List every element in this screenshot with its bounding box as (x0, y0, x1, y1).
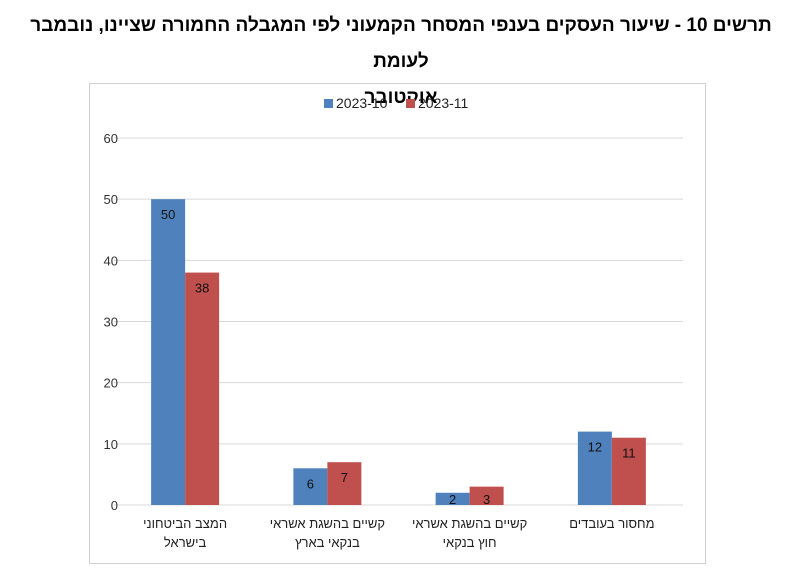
bar (435, 492, 470, 505)
y-tick-label: 20 (104, 376, 118, 391)
x-tick-label: מחסור בעובדים (569, 516, 654, 531)
y-tick-label: 0 (111, 498, 118, 513)
legend-label: 2023-10 (336, 95, 388, 111)
data-label: 11 (622, 446, 636, 461)
bar (611, 437, 646, 505)
data-label: 2 (449, 492, 456, 507)
x-tick-label: חוץ בנקאי (443, 535, 497, 550)
bar (151, 199, 186, 505)
chart-frame (89, 83, 706, 564)
y-tick-label: 10 (104, 437, 118, 452)
x-tick-label: בישראל (164, 535, 207, 550)
legend-swatch (324, 99, 333, 108)
y-tick-label: 40 (104, 253, 118, 268)
x-tick-label: קשיים בהשגת אשראי (412, 516, 527, 531)
y-tick-label: 60 (104, 131, 118, 146)
chart-title: תרשים 10 - שיעור העסקים בענפי המסחר הקמע… (0, 8, 802, 116)
chart-title-line-1: תרשים 10 - שיעור העסקים בענפי המסחר הקמע… (30, 15, 772, 72)
bar (469, 486, 504, 505)
x-tick-label: המצב הביטחוני (143, 516, 227, 531)
chart-title-line-2: אוקטובר (364, 87, 438, 108)
x-tick-label: קשיים בהשגת אשראי (270, 516, 385, 531)
y-tick-label: 50 (104, 192, 118, 207)
bar (577, 431, 612, 505)
data-label: 6 (307, 476, 314, 491)
legend-swatch (406, 99, 415, 108)
bar (185, 272, 220, 505)
data-label: 3 (483, 492, 490, 507)
x-tick-label: בנקאי בארץ (295, 535, 360, 550)
bar (327, 462, 362, 505)
data-label: 50 (161, 207, 175, 222)
data-label: 12 (588, 440, 602, 455)
legend-label: 2023-11 (418, 95, 469, 111)
bar (293, 468, 328, 505)
y-tick-label: 30 (104, 315, 118, 330)
data-label: 7 (341, 470, 348, 485)
data-label: 38 (195, 281, 209, 296)
